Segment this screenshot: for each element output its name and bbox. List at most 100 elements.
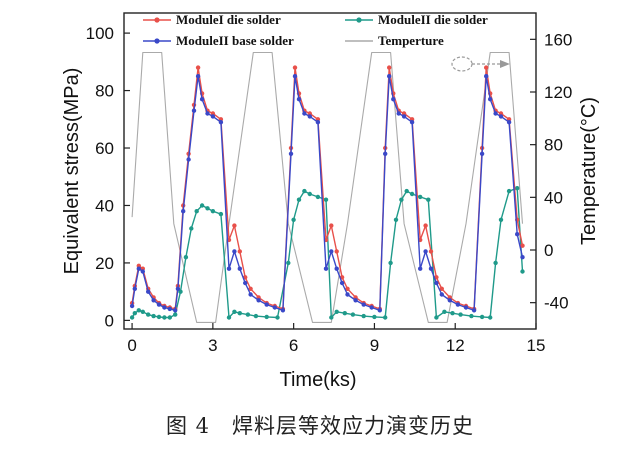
legend-entry: ModuleI die solder [143,12,281,27]
series-line [131,51,524,323]
data-point [409,120,415,125]
legend-marker [154,38,160,44]
legend-label: ModuleI die solder [176,12,281,27]
series-line [131,187,524,319]
data-point [434,315,439,320]
data-point [256,298,261,303]
data-point [329,249,334,254]
data-point [498,217,504,222]
data-point [493,260,498,266]
y2-tick-label: 40 [544,188,563,207]
data-point [458,312,463,317]
data-point [434,280,439,286]
data-point [205,206,210,211]
x-tick-label: 12 [446,336,465,355]
series-line [131,75,524,311]
data-point [129,315,135,320]
data-point [218,120,224,125]
data-point [315,120,321,125]
data-point [383,315,388,320]
x-tick-label: 3 [208,336,217,355]
data-point [388,260,393,266]
data-point [426,197,431,202]
data-point [162,315,167,320]
data-point [195,65,201,70]
series-layer [129,51,525,323]
data-point [329,315,334,320]
data-point [296,197,302,202]
x-tick-label: 9 [370,336,379,355]
data-point [404,188,409,194]
series-moduleii-die-solder [129,186,525,320]
y2-tick-label: 80 [544,136,563,155]
data-point [232,249,237,254]
data-point [423,249,428,254]
data-point [210,209,216,214]
legend-entry: ModuleII base solder [143,33,294,48]
data-point [237,249,242,254]
data-point [307,114,312,119]
data-point [183,255,189,260]
data-point [248,292,253,297]
axis-ticks: 0 3 6 9 12 15 0 20 40 60 80 100 -40 0 40 80 120 160 [86,24,573,355]
y2-tick-label: 120 [544,83,572,102]
y-tick-label: 80 [95,82,114,101]
data-point [292,74,298,79]
data-point [253,313,259,319]
data-point [199,203,205,208]
series-moduleii-base-solder [129,74,525,313]
legend-entry: Temperture [345,33,444,48]
data-point [186,157,191,162]
data-point [146,312,151,317]
legend-marker [356,17,362,23]
data-point [515,232,520,237]
y2-axis-label: Temperature(°C) [578,97,600,245]
data-point [409,191,415,197]
data-point [167,315,172,320]
data-point [175,286,181,291]
data-point [469,313,474,319]
data-point [264,302,269,307]
data-point [315,194,321,200]
data-point [493,111,498,116]
data-point [195,74,201,79]
x-tick-label: 15 [527,336,546,355]
data-point [439,292,444,297]
data-point [361,313,366,319]
legend-label: ModuleII die solder [378,12,488,27]
y2-tick-label: 160 [544,30,572,49]
data-point [353,298,358,303]
data-point [345,286,350,291]
data-point [191,108,197,113]
data-point [210,114,216,119]
x-axis-label: Time(ks) [279,369,356,391]
data-point [506,188,512,194]
data-point [173,312,178,317]
data-point [393,217,399,222]
data-point [286,260,291,266]
y-tick-label: 40 [95,196,114,215]
data-point [334,309,339,314]
data-point [275,315,280,320]
data-point [194,209,199,214]
data-point [162,305,167,310]
figure-caption: 图 4 焊料层等效应力演变历史 [165,414,475,438]
data-point [243,280,248,286]
data-point [399,197,404,202]
data-point [484,74,489,79]
data-point [498,114,504,119]
data-point [132,311,137,316]
data-point [391,97,396,102]
data-point [291,217,296,222]
data-point [350,312,356,317]
data-point [428,266,434,271]
data-point [302,111,307,116]
data-point [396,111,401,116]
legend-label: Temperture [378,33,444,48]
data-point [334,266,339,271]
data-point [488,315,493,320]
data-point [132,286,137,291]
y-axis-label: Equivalent stress(MPa) [61,68,83,275]
data-point [264,314,269,320]
data-point [520,269,525,274]
